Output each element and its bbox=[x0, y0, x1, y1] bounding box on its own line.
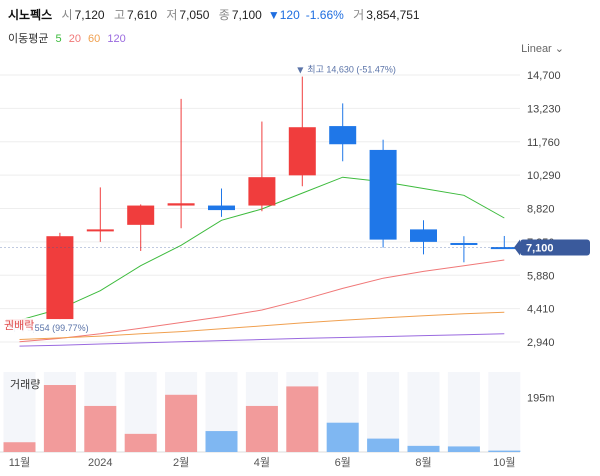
y-tick-label: 11,760 bbox=[527, 137, 560, 149]
low-label: 저 bbox=[166, 8, 178, 22]
ma-120-line bbox=[19, 333, 505, 347]
open-value: 7,120 bbox=[74, 8, 105, 22]
volume-tick-label: 195m bbox=[527, 393, 555, 405]
candle-body bbox=[167, 203, 195, 206]
ex-rights-label: 권배락 bbox=[4, 319, 34, 332]
y-tick-label: 2,940 bbox=[527, 337, 555, 349]
candle-body bbox=[369, 149, 397, 240]
max-arrow-icon: ▼ bbox=[297, 66, 304, 75]
y-tick-label: 13,230 bbox=[527, 103, 561, 115]
min-cover-box bbox=[3, 318, 35, 333]
ma-5-label[interactable]: 5 bbox=[55, 33, 62, 45]
candle-body bbox=[86, 229, 114, 232]
volume-label: 거 bbox=[353, 8, 365, 22]
x-tick-label: 2월 bbox=[173, 456, 189, 469]
volume-bar bbox=[84, 405, 117, 452]
y-tick-label: 5,880 bbox=[527, 270, 555, 282]
current-price-pointer bbox=[514, 239, 520, 256]
y-tick-label: 14,700 bbox=[527, 70, 561, 82]
volume-bar bbox=[326, 422, 359, 452]
low-value: 7,050 bbox=[179, 8, 210, 22]
open-label: 시 bbox=[61, 8, 73, 22]
volume-panel-label: 거래량 bbox=[10, 379, 41, 391]
y-tick-label: 8,820 bbox=[527, 204, 555, 216]
volume-slot bbox=[488, 372, 521, 452]
current-price-label: 7,100 bbox=[526, 243, 554, 255]
stock-header: 시노펙스 시 7,120 고 7,610 저 7,050 종 7,100 ▼120 -1.6… bbox=[8, 6, 426, 22]
x-tick-label: 8월 bbox=[415, 456, 431, 469]
volume-value: 3,854,751 bbox=[366, 8, 420, 22]
volume-bar bbox=[205, 431, 238, 452]
scale-toggle-button[interactable]: Linear ⌄ bbox=[521, 42, 564, 55]
x-tick-label: 10월 bbox=[493, 456, 515, 469]
volume-bar bbox=[447, 446, 480, 452]
volume-bar bbox=[165, 394, 198, 452]
y-tick-label: 10,290 bbox=[527, 170, 561, 182]
candle-body bbox=[46, 236, 74, 320]
stock-name: 시노펙스 bbox=[8, 8, 53, 22]
volume-bar bbox=[124, 433, 157, 452]
volume-bar bbox=[488, 450, 521, 452]
x-tick-label: 2024 bbox=[88, 457, 112, 469]
price-axis: 14,70013,23011,76010,2908,8207,3505,8804… bbox=[527, 70, 561, 349]
volume-bar bbox=[245, 405, 278, 452]
candle-body bbox=[490, 247, 518, 250]
high-label: 고 bbox=[113, 8, 125, 22]
min-annotation: 최저 3,554 (99.77%) bbox=[8, 323, 89, 333]
chevron-down-icon: ⌄ bbox=[554, 43, 564, 55]
price-grid bbox=[0, 74, 520, 343]
ma-legend-title: 이동평균 bbox=[8, 33, 49, 45]
close-value: 7,100 bbox=[231, 8, 262, 22]
candle-body bbox=[208, 205, 235, 211]
change-percent: -1.66% bbox=[305, 8, 344, 22]
ma-60-label[interactable]: 60 bbox=[88, 33, 101, 45]
x-tick-label: 6월 bbox=[335, 456, 351, 469]
change-value: 120 bbox=[279, 8, 300, 22]
current-price-badge bbox=[520, 239, 590, 256]
candle-body bbox=[329, 126, 357, 145]
volume-bar bbox=[43, 385, 76, 452]
volume-bar bbox=[407, 445, 440, 452]
candle-body bbox=[288, 127, 316, 176]
y-tick-label: 4,410 bbox=[527, 304, 555, 316]
close-label: 종 bbox=[218, 8, 230, 22]
volume-slot bbox=[3, 372, 36, 452]
x-tick-label: 11월 bbox=[9, 456, 31, 469]
scale-toggle-label: Linear bbox=[521, 43, 552, 55]
max-annotation: 최고 14,630 (-51.47%) bbox=[307, 65, 396, 75]
annotations: ▼ 최고 14,630 (-51.47%) 최저 3,554 (99.77%)권배락… bbox=[0, 65, 590, 333]
x-tick-label: 4월 bbox=[254, 456, 270, 469]
candle-body bbox=[248, 177, 276, 206]
high-value: 7,610 bbox=[126, 8, 158, 22]
candle-body bbox=[450, 243, 478, 246]
ma-20-line bbox=[19, 259, 505, 343]
volume-bar bbox=[367, 438, 400, 452]
change-arrow-icon: ▼ bbox=[267, 8, 280, 22]
volume-panel: 195m bbox=[0, 372, 555, 453]
ma-60-line bbox=[19, 311, 505, 340]
x-axis: 11월 2024 2월 4월 6월 8월 10월 bbox=[9, 456, 516, 469]
moving-average-legend: 이동평균 5 20 60 120 bbox=[8, 30, 130, 46]
ma-20-label[interactable]: 20 bbox=[68, 33, 81, 45]
volume-slot bbox=[407, 372, 440, 452]
candle-body bbox=[410, 229, 437, 242]
candles bbox=[6, 76, 518, 329]
ma-120-label[interactable]: 120 bbox=[107, 33, 126, 45]
volume-slot bbox=[447, 372, 480, 452]
volume-bar bbox=[3, 442, 36, 452]
candle-body bbox=[127, 205, 155, 225]
volume-bar bbox=[286, 386, 319, 452]
